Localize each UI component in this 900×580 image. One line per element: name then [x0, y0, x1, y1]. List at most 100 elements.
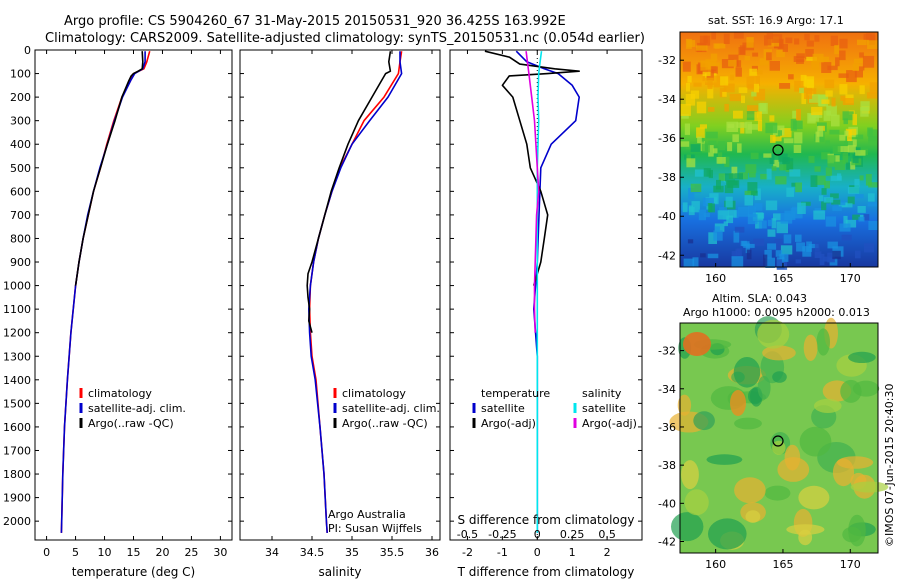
sst-texture-cell: [716, 157, 726, 164]
sst-texture-cell: [852, 154, 859, 164]
sst-texture-cell: [867, 202, 878, 207]
sst-texture-cell: [806, 56, 817, 61]
sst-texture-cell: [789, 169, 801, 177]
sst-texture-cell: [687, 75, 692, 83]
sst-texture-cell: [868, 221, 878, 230]
sst-texture-cell: [858, 66, 865, 71]
sst-texture-cell: [806, 88, 817, 94]
s-tick-label: 0.25: [560, 528, 585, 541]
sst-texture-cell: [723, 221, 728, 227]
sst-texture-cell: [857, 39, 869, 46]
sst-texture-cell: [773, 159, 780, 168]
sst-texture-cell: [734, 226, 745, 233]
sst-texture-cell: [705, 77, 714, 85]
sst-texture-cell: [767, 243, 777, 250]
sst-texture-cell: [863, 214, 870, 221]
figure-subtitle: Climatology: CARS2009. Satellite-adjuste…: [45, 31, 645, 46]
legend-label: Argo(..raw -QC): [88, 417, 174, 430]
sla-texture-blob: [757, 319, 790, 349]
sst-texture-cell: [821, 188, 827, 195]
imos-timestamp: ©IMOS 07-Jun-2015 20:40:30: [883, 383, 896, 547]
sst-texture-cell: [773, 213, 781, 221]
sst-texture-cell: [685, 145, 694, 150]
temperature-profile-chart: 0 5 10 15 20 25 300100200300400500600700800900…: [3, 44, 232, 579]
sla-texture-blob: [708, 518, 747, 550]
sla-texture-blob: [677, 394, 692, 416]
sst-texture-cell: [821, 62, 832, 73]
sst-texture-cell: [690, 183, 702, 193]
sst-texture-cell: [758, 220, 767, 229]
sst-texture-cell: [855, 250, 861, 259]
sst-texture-cell: [748, 206, 756, 218]
sst-texture-cell: [782, 44, 788, 52]
s-tick-label: 0.5: [598, 528, 616, 541]
sst-texture-cell: [794, 80, 804, 92]
sst-texture-cell: [751, 91, 757, 97]
sst-texture-cell: [749, 68, 758, 76]
sst-texture-cell: [796, 53, 805, 59]
x-axis-label: T difference from climatology: [457, 565, 635, 579]
y-tick-label: 300: [10, 115, 31, 128]
sst-texture-cell: [682, 61, 691, 72]
sst-texture-cell: [731, 256, 744, 267]
sst-texture-cell: [683, 258, 695, 267]
sla-map: [669, 316, 889, 554]
sst-texture-cell: [825, 167, 832, 176]
sla-texture-blob: [706, 454, 743, 465]
sst-texture-cell: [744, 55, 750, 61]
sst-texture-cell: [813, 210, 826, 220]
sst-texture-cell: [739, 45, 746, 55]
sst-texture-cell: [710, 53, 718, 62]
sst-texture-cell: [832, 206, 842, 211]
sst-texture-cell: [845, 128, 857, 136]
sst-texture-cell: [843, 215, 848, 228]
sst-texture-cell: [855, 194, 864, 199]
sst-map-title: sat. SST: 16.9 Argo: 17.1: [708, 14, 844, 27]
series-line-t-argo-adj-: [484, 50, 581, 286]
sst-texture-cell: [818, 56, 829, 62]
sst-texture-cell: [864, 243, 874, 253]
sst-texture-cell: [786, 187, 794, 197]
sla-high-anomaly: [683, 332, 711, 356]
sst-texture-cell: [714, 226, 720, 231]
sst-texture-cell: [847, 187, 860, 194]
sst-texture-cell: [824, 79, 835, 89]
sst-texture-cell: [771, 166, 777, 171]
sst-texture-cell: [814, 243, 820, 251]
sst-texture-cell: [843, 118, 848, 125]
sst-texture-cell: [696, 101, 707, 114]
sst-texture-cell: [708, 145, 714, 157]
x-tick-label: 30: [213, 546, 227, 559]
sst-texture-cell: [867, 40, 878, 49]
y-tick-label: 1500: [3, 397, 31, 410]
sst-texture-cell: [777, 130, 782, 136]
sst-texture-cell: [821, 152, 831, 160]
sst-texture-cell: [801, 201, 811, 206]
sst-texture-cell: [747, 105, 759, 115]
sst-texture-cell: [731, 251, 738, 259]
sst-texture-cell: [818, 195, 824, 202]
y-tick-label: 1400: [3, 374, 31, 387]
sst-texture-cell: [746, 76, 755, 88]
sst-texture-cell: [794, 132, 803, 144]
sst-texture-cell: [825, 90, 833, 97]
sst-texture-cell: [776, 49, 785, 58]
sst-texture-cell: [779, 164, 787, 171]
sst-texture-cell: [736, 122, 747, 128]
sst-texture-cell: [738, 172, 748, 180]
series-line-t-satellite: [515, 50, 581, 533]
sst-texture-cell: [713, 75, 726, 88]
legend-label: satellite: [582, 402, 626, 415]
sst-texture-cell: [792, 110, 797, 119]
sst-texture-cell: [706, 131, 718, 139]
sst-texture-cell: [869, 82, 878, 94]
sst-texture-cell: [825, 216, 837, 227]
sla-high-anomaly: [730, 390, 746, 416]
sst-texture-cell: [805, 49, 814, 60]
sst-texture-cell: [737, 143, 742, 153]
sla-texture-blob: [772, 440, 786, 455]
sla-texture-blob: [786, 524, 825, 535]
sst-texture-cell: [764, 35, 772, 46]
sst-texture-cell: [707, 107, 715, 112]
